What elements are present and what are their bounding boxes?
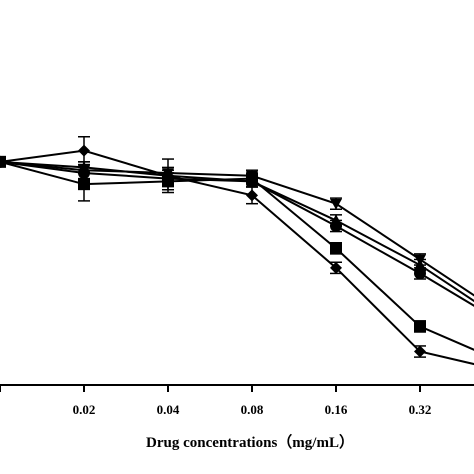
x-tick-label: 0.16 (325, 402, 348, 417)
x-axis-title: Drug concentrations（mg/mL） (146, 433, 354, 451)
point-triangle-down (330, 198, 342, 210)
point-diamond (330, 261, 342, 274)
point-square (78, 178, 90, 191)
point-diamond (0, 155, 6, 168)
x-axis: 0.02 0.04 0.08 0.16 0.32 (0, 384, 474, 417)
point-square (330, 242, 342, 255)
x-tick-label: 0.32 (409, 402, 432, 417)
point-diamond (246, 189, 258, 202)
point-square (414, 320, 426, 333)
point-diamond (414, 345, 426, 358)
series-line-triangle-down (0, 160, 474, 297)
point-diamond (162, 169, 174, 182)
x-tick-label: 0.08 (241, 402, 264, 417)
point-triangle-up (330, 214, 342, 226)
point-square (246, 172, 258, 185)
series-line-circle (0, 160, 474, 307)
point-diamond (78, 144, 90, 157)
plot-area (0, 135, 474, 366)
series-line-diamond (0, 149, 474, 366)
point-triangle-up (78, 161, 90, 173)
point-circle (414, 267, 426, 280)
point-triangle-up (414, 259, 426, 270)
x-tick-label: 0.02 (73, 402, 96, 417)
series-line-triangle-up (0, 160, 474, 303)
x-tick-label: 0.04 (157, 402, 180, 417)
